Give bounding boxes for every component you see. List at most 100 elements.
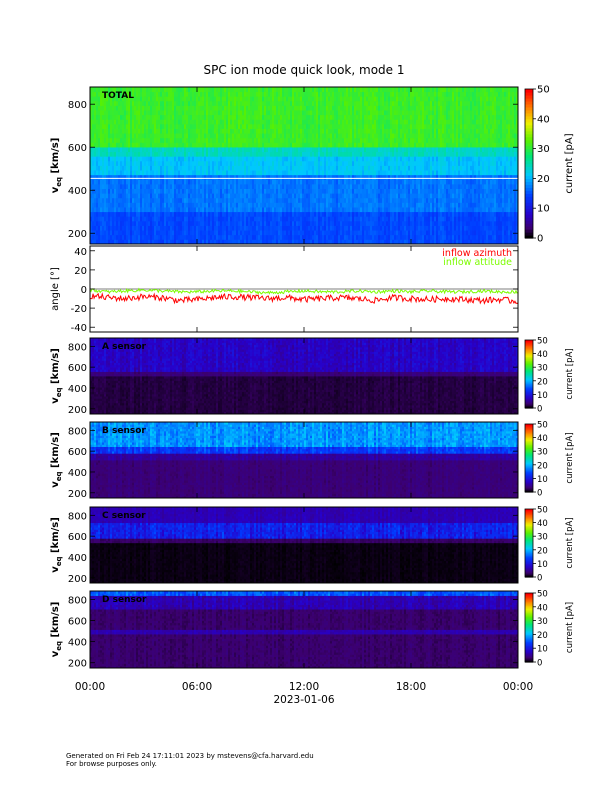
heatmap-cell xyxy=(122,170,125,176)
heatmap-cell xyxy=(218,239,221,245)
heatmap-cell xyxy=(138,100,141,106)
heatmap-cell xyxy=(156,123,159,129)
heatmap-cell xyxy=(196,216,199,222)
heatmap-cell xyxy=(188,202,191,208)
heatmap-cell xyxy=(234,211,237,217)
heatmap-cell xyxy=(180,151,183,157)
heatmap-cell xyxy=(132,179,135,185)
heatmap-cell xyxy=(208,170,211,176)
heatmap-cell xyxy=(244,105,247,111)
heatmap-cell xyxy=(132,239,135,245)
heatmap-cell xyxy=(104,114,107,120)
heatmap-cell xyxy=(126,96,129,102)
heatmap-cell xyxy=(188,234,191,240)
heatmap-cell xyxy=(148,142,151,148)
heatmap-cell xyxy=(168,137,171,143)
heatmap-cell xyxy=(244,230,247,236)
heatmap-cell xyxy=(118,119,121,125)
heatmap-cell xyxy=(112,137,115,143)
heatmap-cell xyxy=(164,147,167,153)
heatmap-cell xyxy=(160,216,163,222)
heatmap-cell xyxy=(196,100,199,106)
heatmap-cell xyxy=(144,137,147,143)
heatmap-cell xyxy=(174,216,177,222)
heatmap-cell xyxy=(112,170,115,176)
heatmap-cell xyxy=(188,142,191,148)
heatmap-cell xyxy=(218,156,221,162)
heatmap-cell xyxy=(158,207,161,213)
heatmap-cell xyxy=(90,225,93,231)
heatmap-cell xyxy=(180,234,183,240)
heatmap-cell xyxy=(244,234,247,240)
heatmap-cell xyxy=(230,202,233,208)
heatmap-cell xyxy=(100,165,103,171)
heatmap-cell xyxy=(150,239,153,245)
heatmap-cell xyxy=(172,123,175,129)
heatmap-cell xyxy=(166,137,169,143)
heatmap-cell xyxy=(160,230,163,236)
heatmap-cell xyxy=(202,220,205,226)
heatmap-cell xyxy=(140,170,143,176)
heatmap-cell xyxy=(176,156,179,162)
heatmap-cell xyxy=(200,216,203,222)
heatmap-cell xyxy=(202,128,205,134)
heatmap-cell xyxy=(130,133,133,139)
heatmap-cell xyxy=(150,197,153,203)
heatmap-cell xyxy=(154,91,157,97)
heatmap-cell xyxy=(216,207,219,213)
heatmap-cell xyxy=(244,123,247,129)
heatmap-cell xyxy=(150,128,153,134)
heatmap-cell xyxy=(220,91,223,97)
heatmap-cell xyxy=(142,91,145,97)
heatmap-cell xyxy=(162,110,165,116)
heatmap-cell xyxy=(102,119,105,125)
heatmap-cell xyxy=(136,230,139,236)
heatmap-cell xyxy=(184,225,187,231)
heatmap-cell xyxy=(226,179,229,185)
heatmap-cell xyxy=(174,128,177,134)
heatmap-cell xyxy=(190,193,193,199)
heatmap-cell xyxy=(94,179,97,185)
heatmap-cell xyxy=(158,202,161,208)
heatmap-cell xyxy=(152,216,155,222)
heatmap-cell xyxy=(114,234,117,240)
heatmap-cell xyxy=(178,119,181,125)
heatmap-cell xyxy=(178,137,181,143)
heatmap-cell xyxy=(116,193,119,199)
heatmap-cell xyxy=(242,105,245,111)
heatmap-cell xyxy=(102,207,105,213)
heatmap-cell xyxy=(200,183,203,189)
heatmap-cell xyxy=(106,202,109,208)
heatmap-cell xyxy=(232,156,235,162)
heatmap-cell xyxy=(230,179,233,185)
heatmap-cell xyxy=(192,197,195,203)
heatmap-cell xyxy=(222,225,225,231)
heatmap-cell xyxy=(244,156,247,162)
heatmap-cell xyxy=(120,183,123,189)
heatmap-cell xyxy=(144,239,147,245)
heatmap-cell xyxy=(190,179,193,185)
heatmap-cell xyxy=(238,207,241,213)
heatmap-cell xyxy=(128,179,131,185)
heatmap-cell xyxy=(102,234,105,240)
heatmap-cell xyxy=(152,87,155,93)
heatmap-cell xyxy=(108,183,111,189)
heatmap-cell xyxy=(156,119,159,125)
heatmap-cell xyxy=(232,110,235,116)
heatmap-cell xyxy=(116,170,119,176)
heatmap-cell xyxy=(130,239,133,245)
heatmap-cell xyxy=(202,96,205,102)
heatmap-cell xyxy=(108,170,111,176)
heatmap-cell xyxy=(126,151,129,157)
heatmap-cell xyxy=(122,183,125,189)
heatmap-cell xyxy=(220,170,223,176)
heatmap-cell xyxy=(148,105,151,111)
heatmap-cell xyxy=(198,179,201,185)
heatmap-cell xyxy=(144,156,147,162)
heatmap-cell xyxy=(224,114,227,120)
heatmap-cell xyxy=(148,156,151,162)
heatmap-cell xyxy=(226,114,229,120)
heatmap-cell xyxy=(170,170,173,176)
heatmap-cell xyxy=(164,87,167,93)
heatmap-cell xyxy=(218,110,221,116)
